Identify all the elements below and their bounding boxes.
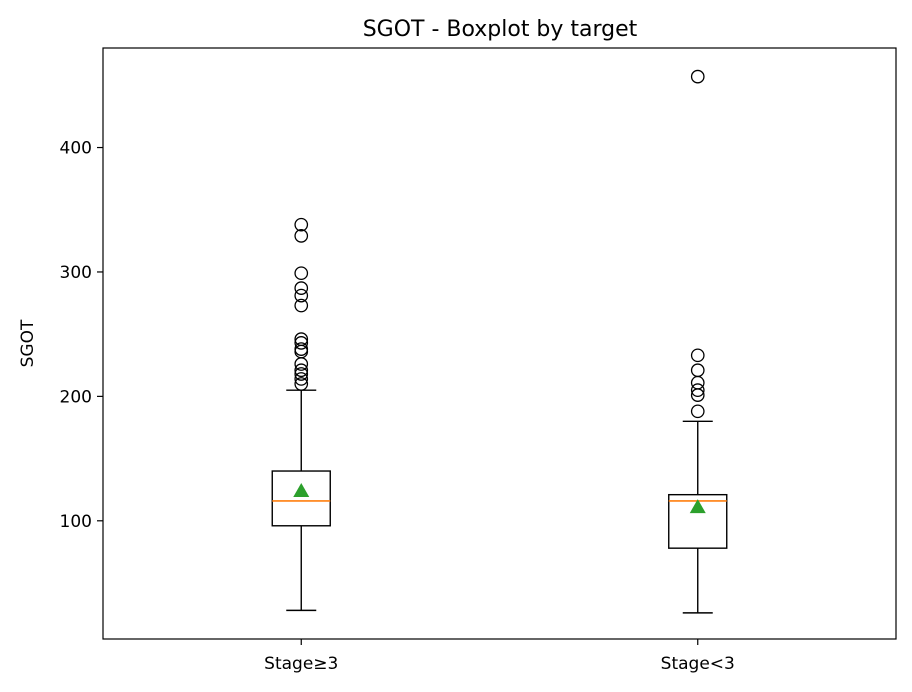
outlier-point <box>690 375 705 390</box>
mean-marker <box>293 482 310 497</box>
outlier-point <box>690 363 705 378</box>
outlier-point <box>690 348 705 363</box>
outlier-point <box>294 281 309 295</box>
plot-frame <box>102 47 897 640</box>
outlier-point <box>294 288 309 303</box>
outlier-point <box>690 404 705 419</box>
outlier-point <box>294 336 309 350</box>
x-tick-label: Stage<3 <box>661 654 735 674</box>
outlier-point <box>294 367 309 381</box>
outlier-point <box>294 363 309 378</box>
outlier-point <box>690 383 705 398</box>
plot-area: 100 200 300 400 Stage≥3 Stage<3 <box>60 69 735 674</box>
outlier-point <box>294 229 309 243</box>
iqr-box <box>668 493 728 549</box>
outlier-point <box>294 372 309 386</box>
iqr-box <box>271 470 331 527</box>
outlier-point <box>294 377 309 391</box>
x-tick-label: Stage≥3 <box>264 654 338 674</box>
box-group <box>271 217 331 612</box>
mean-marker <box>689 499 706 514</box>
y-tick-label: 400 <box>60 139 92 159</box>
box-group <box>668 69 728 614</box>
chart-title: SGOT - Boxplot by target <box>363 17 638 42</box>
outlier-point <box>690 388 705 402</box>
y-axis-label: SGOT <box>18 319 38 367</box>
y-tick-label: 100 <box>60 512 92 532</box>
outlier-point <box>294 266 309 281</box>
outlier-point <box>294 217 309 232</box>
y-tick-label: 300 <box>60 263 92 283</box>
outlier-point <box>690 69 705 84</box>
outlier-point <box>294 298 309 313</box>
y-tick-label: 200 <box>60 387 92 407</box>
outlier-point <box>294 357 309 371</box>
